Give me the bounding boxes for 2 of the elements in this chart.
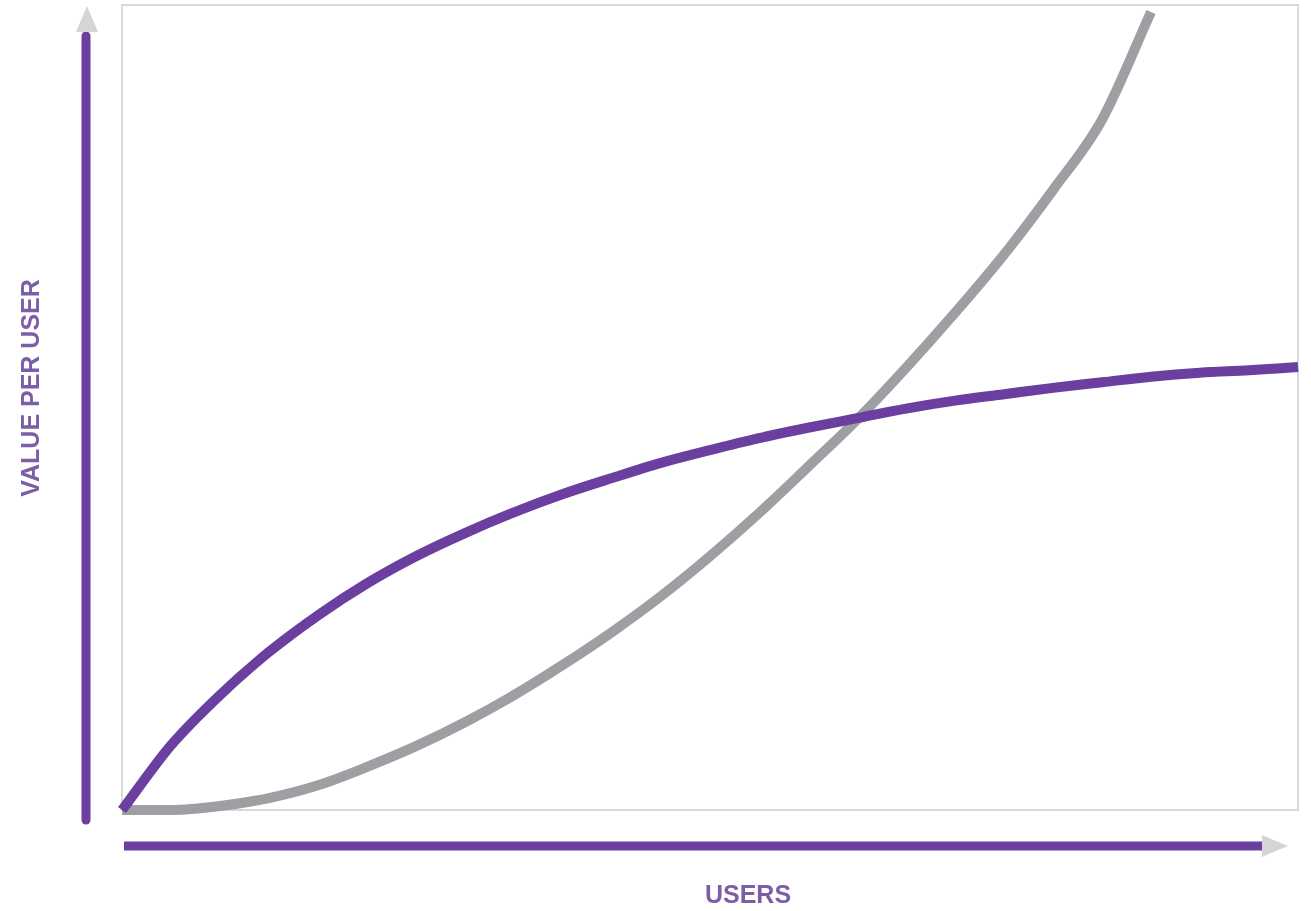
- x-axis-title: USERS: [703, 880, 793, 909]
- y-axis-title: VALUE PER USER: [15, 279, 45, 497]
